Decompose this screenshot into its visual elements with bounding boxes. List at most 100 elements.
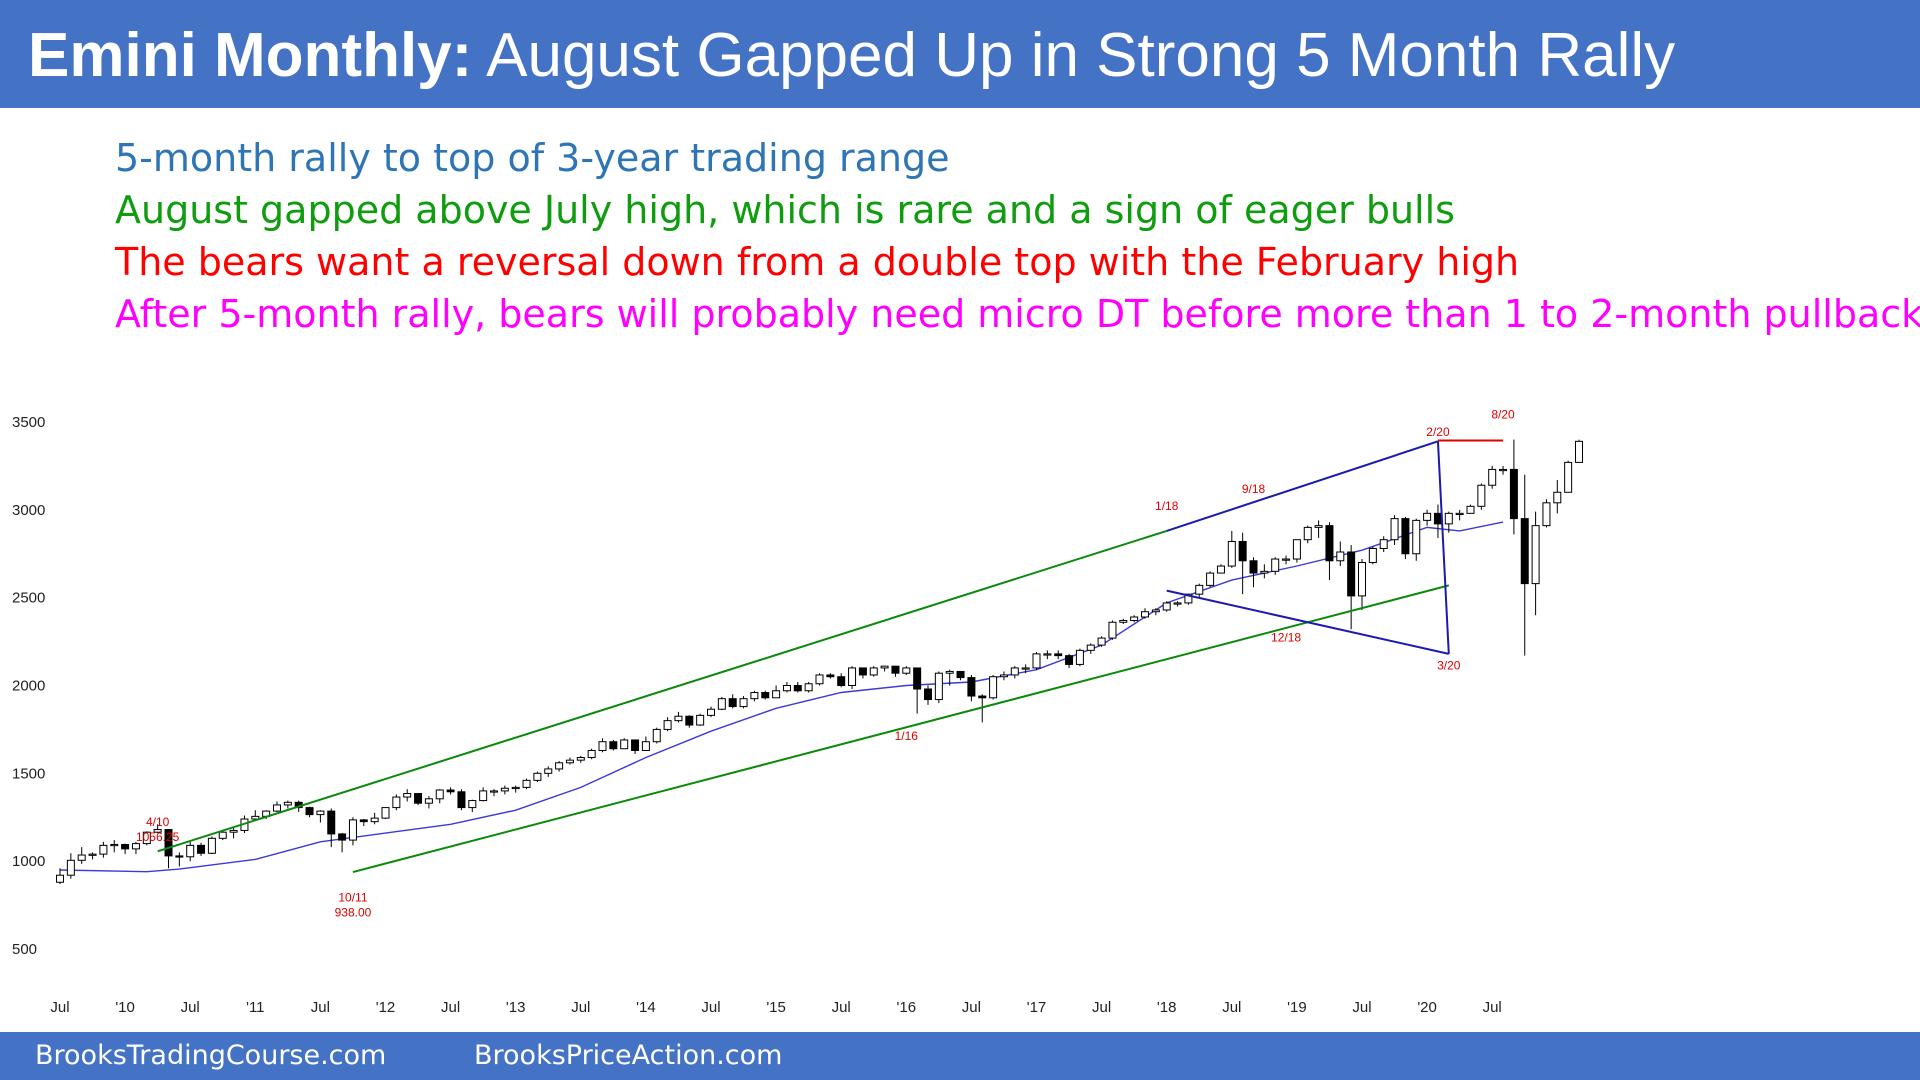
candle-body (1477, 484, 1486, 507)
bull-candle (750, 690, 759, 702)
candle-body (218, 831, 227, 839)
bull-candle (641, 736, 650, 751)
bull-candle (576, 755, 585, 763)
footer-bar (0, 1032, 1920, 1080)
candle-body (620, 739, 629, 750)
candle-body (435, 789, 444, 800)
candle-body (1433, 512, 1442, 525)
annotation-label: 3/20 (1437, 659, 1461, 673)
x-tick-label: Jul (832, 999, 851, 1016)
bull-candle (273, 801, 281, 812)
candle-body (131, 843, 140, 850)
y-tick-label: 3500 (12, 414, 45, 431)
bull-candle (479, 787, 488, 802)
candle-body (1531, 525, 1540, 585)
footer-left-site[interactable]: BrooksTradingCourse.com (35, 1040, 387, 1071)
bull-candle (1086, 643, 1095, 654)
candle-body (555, 762, 564, 770)
bull-candle (88, 852, 97, 860)
candle-body (99, 844, 108, 855)
bull-candle (663, 717, 672, 732)
bear-candle (685, 715, 694, 728)
bull-candle (1282, 555, 1291, 565)
annotation-label: 9/18 (1242, 482, 1266, 496)
bear-candle (327, 808, 336, 848)
candle-body (1488, 468, 1497, 486)
candle-body (283, 801, 292, 806)
slide-title: Emini Monthly: August Gapped Up in Stron… (28, 16, 1675, 96)
candle-body (533, 772, 542, 781)
candle-body (858, 667, 867, 676)
bull-candle (1097, 636, 1106, 647)
candle-body (1520, 518, 1529, 585)
bull-candle (1195, 583, 1204, 598)
candle-body (826, 674, 835, 678)
bull-candle (555, 761, 564, 772)
candle-body (696, 714, 705, 726)
bear-candle (1065, 653, 1074, 668)
bullet-micro-dt: After 5-month rally, bears will probably… (115, 292, 1920, 336)
bull-candle (1368, 546, 1377, 565)
bullet-rally: 5-month rally to top of 3-year trading r… (115, 136, 950, 180)
bull-candle (490, 789, 498, 797)
bull-candle (1021, 664, 1030, 674)
bull-candle (848, 666, 857, 690)
candle-body (305, 807, 314, 816)
candle-body (1195, 584, 1204, 595)
annotation-label: 4/10 (146, 815, 170, 829)
candle-body (902, 667, 911, 674)
bull-candle (207, 836, 216, 855)
x-tick-label: '15 (766, 999, 786, 1016)
bull-candle (500, 785, 509, 795)
bull-candle (251, 810, 260, 820)
bear-candle (197, 842, 206, 856)
candle-body (598, 741, 607, 751)
bear-candle (924, 685, 932, 705)
candle-body (1368, 547, 1377, 564)
candle-body (544, 768, 553, 774)
annotation-label: 938.00 (335, 906, 372, 920)
bull-candle (316, 810, 325, 823)
bull-candle (1564, 460, 1573, 493)
candle-body (587, 749, 596, 759)
bull-candle (620, 738, 629, 750)
footer-right-site[interactable]: BrooksPriceAction.com (474, 1040, 783, 1071)
bear-candle (609, 739, 618, 751)
bull-candle (370, 812, 379, 825)
bear-candle (956, 670, 965, 681)
candle-body (1347, 551, 1356, 597)
bear-candle (121, 843, 130, 855)
candle-body (1564, 461, 1573, 493)
bull-candle (110, 840, 119, 853)
bull-candle (1043, 650, 1052, 660)
candle-body (1021, 667, 1030, 670)
bull-candle (533, 771, 542, 783)
bull-candle (283, 800, 292, 809)
bear-candle (913, 667, 922, 714)
candle-body (500, 787, 509, 792)
candle-body (1455, 512, 1464, 516)
candle-body (1575, 440, 1583, 463)
bull-candle (1466, 504, 1475, 514)
annotation-label: 1/16 (895, 729, 919, 743)
x-tick-label: '11 (246, 999, 264, 1016)
bull-candle (1032, 652, 1041, 670)
candle-body (110, 843, 119, 847)
candle-body (1216, 565, 1225, 574)
candle-body (772, 690, 781, 699)
candle-body (1542, 502, 1551, 527)
candle-body (1141, 611, 1149, 618)
candle-body (1444, 512, 1453, 525)
bull-candle (1292, 539, 1301, 563)
candle-body (1043, 653, 1052, 656)
candle-body (1130, 616, 1139, 622)
candle-body (924, 688, 932, 701)
candle-body (381, 807, 390, 819)
candle-body (1303, 526, 1312, 541)
bull-candle (1423, 509, 1432, 526)
moving-average-line (59, 521, 1504, 873)
y-tick-label: 500 (12, 941, 37, 958)
candle-body (229, 829, 238, 833)
candle-body (338, 833, 347, 841)
candle-body (164, 829, 173, 857)
